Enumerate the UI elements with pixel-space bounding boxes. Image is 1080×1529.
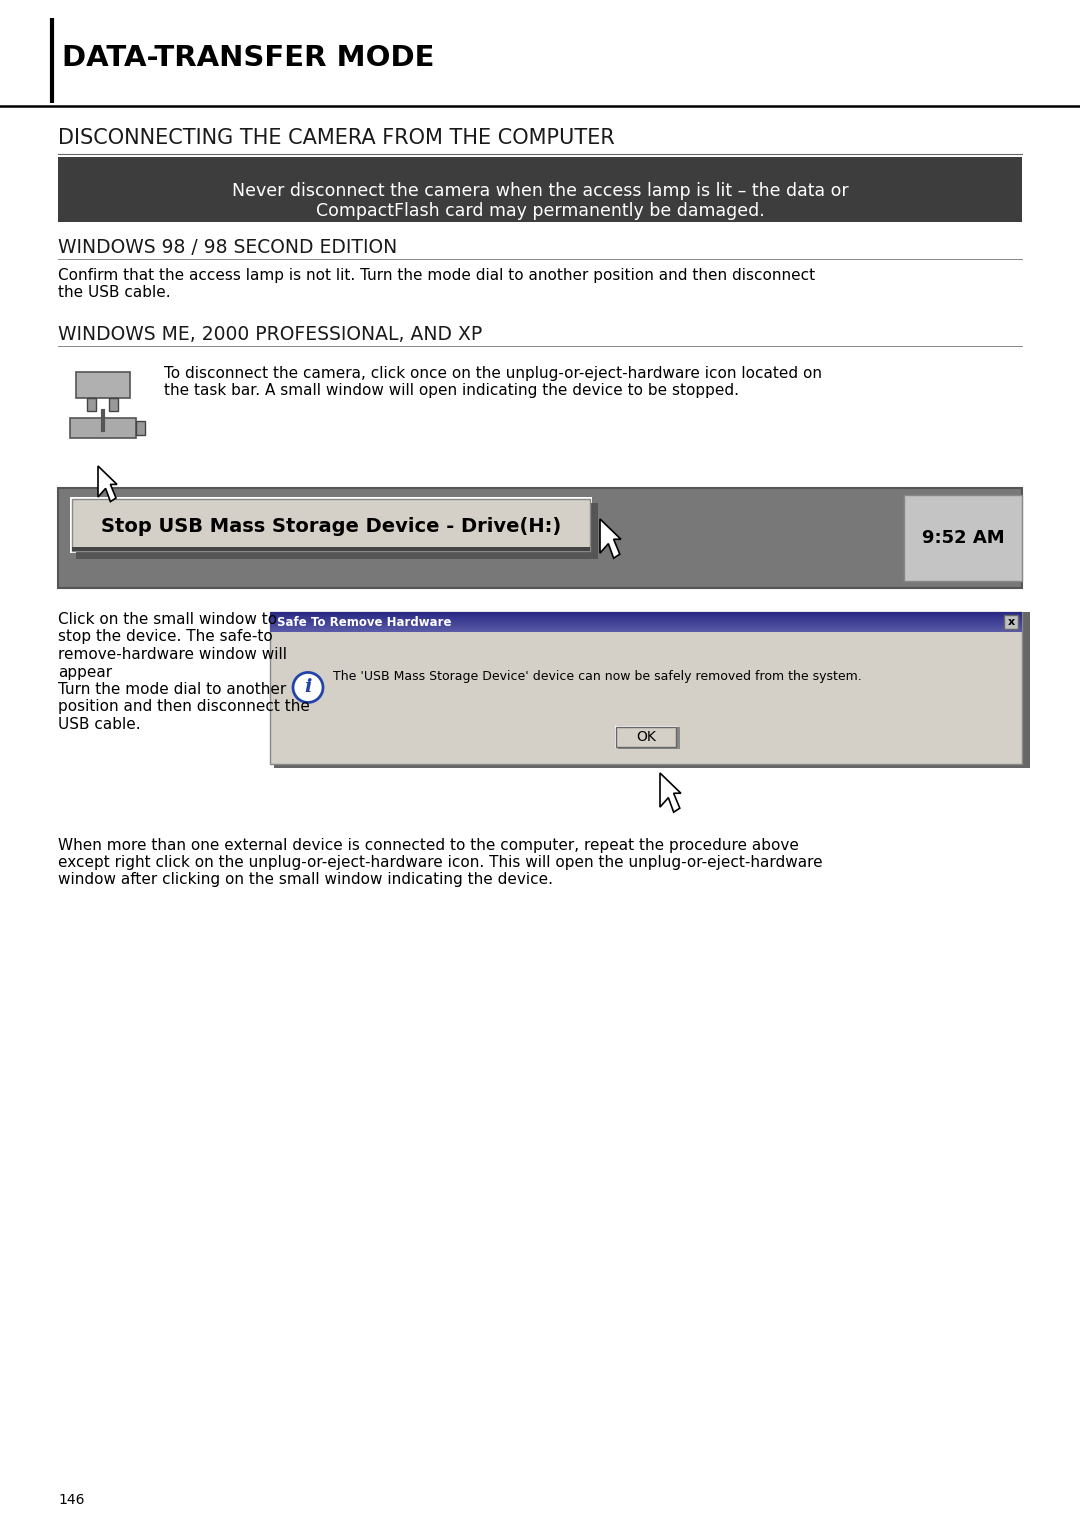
Text: i: i xyxy=(305,679,312,696)
Text: DISCONNECTING THE CAMERA FROM THE COMPUTER: DISCONNECTING THE CAMERA FROM THE COMPUT… xyxy=(58,128,615,148)
Text: appear: appear xyxy=(58,665,112,679)
Text: WINDOWS 98 / 98 SECOND EDITION: WINDOWS 98 / 98 SECOND EDITION xyxy=(58,239,397,257)
Bar xyxy=(72,547,590,550)
Bar xyxy=(904,495,1022,581)
Text: To disconnect the camera, click once on the unplug-or-eject-hardware icon locate: To disconnect the camera, click once on … xyxy=(164,365,822,381)
Polygon shape xyxy=(600,518,621,558)
Text: the USB cable.: the USB cable. xyxy=(58,284,171,300)
Bar xyxy=(616,726,676,748)
Bar xyxy=(618,726,680,749)
Text: remove-hardware window will: remove-hardware window will xyxy=(58,647,287,662)
Text: Confirm that the access lamp is not lit. Turn the mode dial to another position : Confirm that the access lamp is not lit.… xyxy=(58,268,815,283)
Text: OK: OK xyxy=(636,729,656,745)
Text: the task bar. A small window will open indicating the device to be stopped.: the task bar. A small window will open i… xyxy=(164,382,739,398)
Bar xyxy=(58,157,1022,222)
Text: window after clicking on the small window indicating the device.: window after clicking on the small windo… xyxy=(58,872,553,887)
Circle shape xyxy=(293,673,323,702)
Text: except right click on the unplug-or-eject-hardware icon. This will open the unpl: except right click on the unplug-or-ejec… xyxy=(58,855,823,870)
Text: WINDOWS ME, 2000 PROFESSIONAL, AND XP: WINDOWS ME, 2000 PROFESSIONAL, AND XP xyxy=(58,326,483,344)
Text: USB cable.: USB cable. xyxy=(58,717,140,732)
Bar xyxy=(72,498,590,550)
Bar xyxy=(270,612,1022,764)
Text: 146: 146 xyxy=(58,1492,84,1508)
Text: Stop USB Mass Storage Device - Drive(H:): Stop USB Mass Storage Device - Drive(H:) xyxy=(100,517,562,537)
Bar xyxy=(87,398,96,411)
Bar xyxy=(1004,615,1018,628)
Text: Turn the mode dial to another: Turn the mode dial to another xyxy=(58,682,286,697)
Bar xyxy=(76,503,598,560)
Text: Safe To Remove Hardware: Safe To Remove Hardware xyxy=(276,616,451,628)
Polygon shape xyxy=(98,466,117,502)
Polygon shape xyxy=(660,774,680,812)
Text: CompactFlash card may permanently be damaged.: CompactFlash card may permanently be dam… xyxy=(315,202,765,220)
Bar xyxy=(58,488,1022,589)
Text: DATA-TRANSFER MODE: DATA-TRANSFER MODE xyxy=(62,44,434,72)
Bar xyxy=(109,398,118,411)
Text: x: x xyxy=(1008,618,1014,627)
Bar xyxy=(76,372,130,398)
Text: position and then disconnect the: position and then disconnect the xyxy=(58,699,310,714)
Text: stop the device. The safe-to: stop the device. The safe-to xyxy=(58,630,273,645)
Bar xyxy=(136,420,145,434)
Bar xyxy=(70,497,592,553)
Text: The 'USB Mass Storage Device' device can now be safely removed from the system.: The 'USB Mass Storage Device' device can… xyxy=(333,670,862,683)
Text: 9:52 AM: 9:52 AM xyxy=(921,529,1004,547)
Text: Click on the small window to: Click on the small window to xyxy=(58,612,278,627)
Text: Never disconnect the camera when the access lamp is lit – the data or: Never disconnect the camera when the acc… xyxy=(232,182,848,200)
Bar xyxy=(70,417,136,437)
Bar xyxy=(274,612,1030,768)
Bar xyxy=(615,726,677,748)
Text: When more than one external device is connected to the computer, repeat the proc: When more than one external device is co… xyxy=(58,838,799,853)
